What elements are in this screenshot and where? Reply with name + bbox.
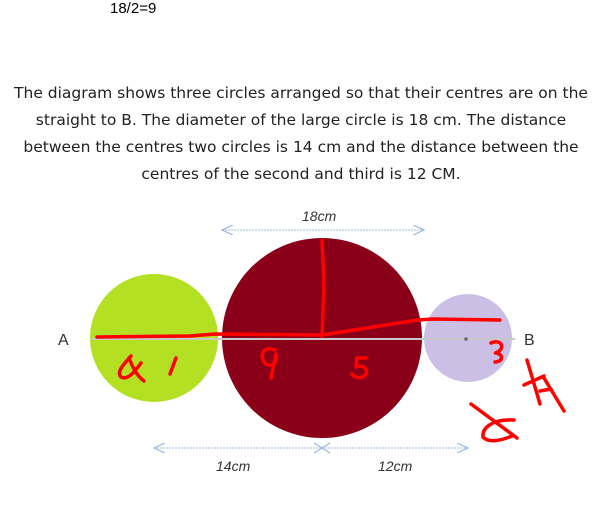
red-nine — [260, 347, 279, 380]
red-x-small-circle — [117, 354, 146, 383]
left-distance-label: 14cm — [216, 458, 251, 474]
right-distance-label: 12cm — [378, 458, 413, 474]
third-centre-dot — [464, 337, 468, 341]
red-slash — [168, 356, 178, 376]
red-vertical-radius — [320, 238, 326, 338]
point-b-label: B — [524, 332, 535, 349]
red-five — [350, 356, 369, 380]
calculation-note: 18/2=9 — [110, 0, 157, 17]
red-y-right — [538, 376, 566, 413]
red-x-right — [522, 358, 546, 406]
problem-text: The diagram shows three circles arranged… — [14, 84, 588, 183]
red-annotations — [95, 238, 566, 443]
point-a-label: A — [58, 332, 69, 349]
red-x-bottom — [469, 402, 519, 443]
diameter-label: 18cm — [302, 208, 337, 224]
red-three — [489, 340, 504, 364]
